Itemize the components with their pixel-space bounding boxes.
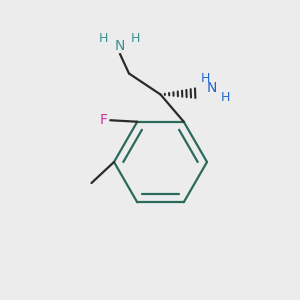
Text: H: H	[99, 32, 108, 46]
Text: N: N	[115, 40, 125, 53]
Text: H: H	[220, 91, 230, 104]
Text: N: N	[206, 82, 217, 95]
Text: H: H	[201, 71, 210, 85]
Text: F: F	[100, 113, 108, 127]
Text: H: H	[130, 32, 140, 46]
